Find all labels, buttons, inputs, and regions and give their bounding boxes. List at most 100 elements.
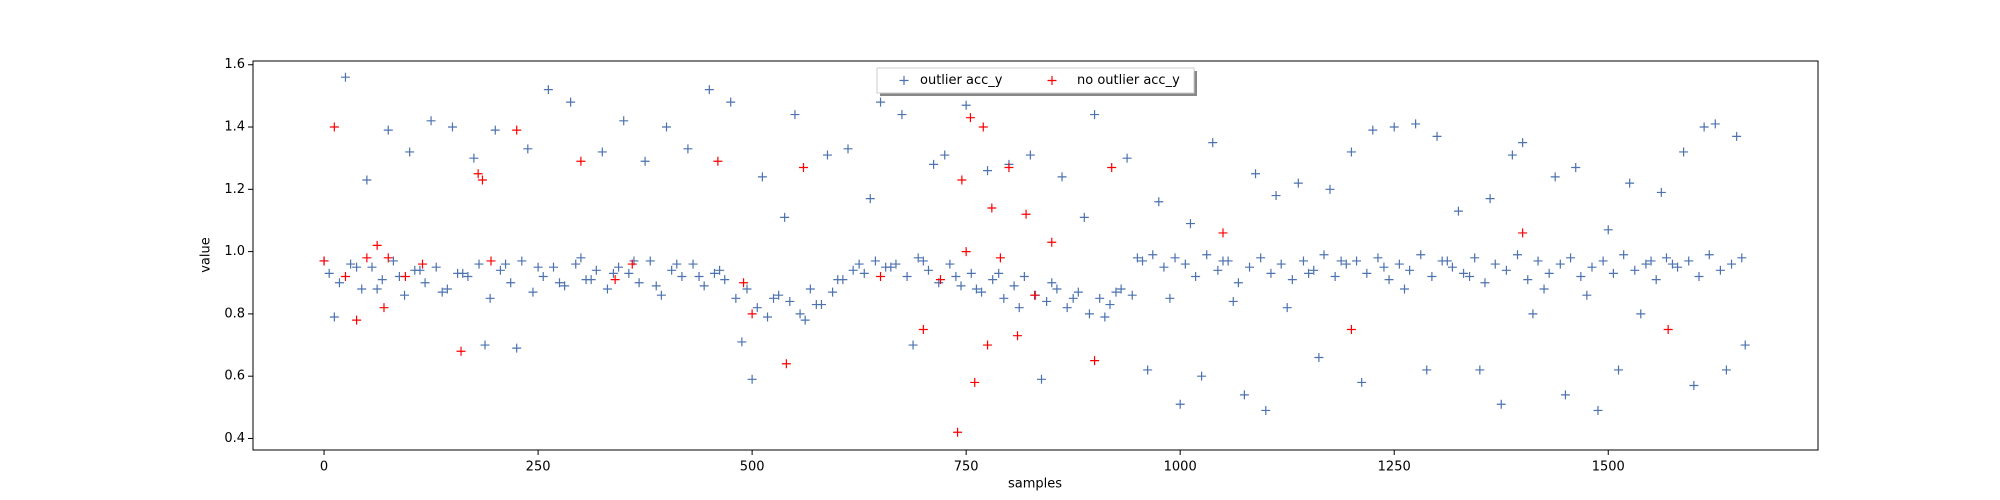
point	[720, 275, 730, 285]
point	[1223, 256, 1233, 266]
point	[1346, 324, 1356, 334]
point	[1325, 184, 1335, 194]
point	[1218, 228, 1228, 238]
point	[747, 309, 757, 319]
point	[940, 150, 950, 160]
point	[1405, 265, 1415, 275]
point	[1710, 119, 1720, 129]
point	[608, 268, 618, 278]
point	[859, 268, 869, 278]
point	[1271, 191, 1281, 201]
point	[1459, 268, 1469, 278]
point	[828, 287, 838, 297]
point	[1336, 256, 1346, 266]
point	[713, 156, 723, 166]
point	[410, 265, 420, 275]
point	[1539, 284, 1549, 294]
point	[709, 268, 719, 278]
point	[848, 265, 858, 275]
point	[752, 303, 762, 313]
x-axis-label: samples	[1008, 477, 1062, 492]
point	[517, 256, 527, 266]
point	[1389, 122, 1399, 132]
x-tick-label: 0	[320, 460, 328, 475]
point	[1100, 312, 1110, 322]
point	[447, 122, 457, 132]
point	[1475, 365, 1485, 375]
point	[1630, 265, 1640, 275]
point	[1416, 250, 1426, 260]
point	[1625, 178, 1635, 188]
point	[1165, 293, 1175, 303]
point	[918, 324, 928, 334]
point	[1293, 178, 1303, 188]
x-tick-label: 500	[740, 460, 765, 475]
point	[923, 265, 933, 275]
point	[486, 256, 496, 266]
point	[463, 272, 473, 282]
y-tick-label: 1.2	[224, 182, 245, 197]
point	[966, 268, 976, 278]
point	[957, 175, 967, 185]
point	[1068, 293, 1078, 303]
point	[651, 281, 661, 291]
point	[1170, 253, 1180, 263]
point	[1432, 131, 1442, 141]
point	[352, 315, 362, 325]
point	[1021, 209, 1031, 219]
point	[971, 284, 981, 294]
point	[780, 212, 790, 222]
point	[597, 147, 607, 157]
point	[1019, 272, 1029, 282]
point	[383, 125, 393, 135]
point	[512, 343, 522, 353]
point	[978, 122, 988, 132]
point	[763, 312, 773, 322]
point	[1197, 371, 1207, 381]
point	[662, 122, 672, 132]
point	[929, 159, 939, 169]
point	[699, 281, 709, 291]
point	[1159, 262, 1169, 272]
point	[876, 97, 886, 107]
y-tick-label: 0.4	[224, 431, 245, 446]
point	[854, 259, 864, 269]
point	[1608, 268, 1618, 278]
point	[352, 262, 362, 272]
point	[473, 169, 483, 179]
point	[1641, 259, 1651, 269]
point	[1245, 262, 1255, 272]
point	[610, 275, 620, 285]
point	[1330, 272, 1340, 282]
point	[965, 113, 975, 123]
point	[1490, 259, 1500, 269]
point	[988, 275, 998, 285]
point	[383, 253, 393, 263]
point	[1673, 262, 1683, 272]
point	[1239, 390, 1249, 400]
point	[870, 256, 880, 266]
point	[1084, 309, 1094, 319]
point	[480, 340, 490, 350]
point	[329, 122, 339, 132]
point	[1373, 253, 1383, 263]
point	[961, 100, 971, 110]
point	[908, 340, 918, 350]
x-tick-label: 1250	[1378, 460, 1411, 475]
point	[640, 156, 650, 166]
point	[506, 278, 516, 288]
point	[1025, 150, 1035, 160]
point	[951, 272, 961, 282]
point	[437, 287, 447, 297]
point	[1095, 293, 1105, 303]
point	[1298, 256, 1308, 266]
x-tick-label: 750	[954, 460, 979, 475]
point	[1304, 268, 1314, 278]
point	[977, 287, 987, 297]
point	[1319, 250, 1329, 260]
point	[1276, 259, 1286, 269]
point	[334, 278, 344, 288]
point	[897, 110, 907, 120]
point	[474, 259, 484, 269]
